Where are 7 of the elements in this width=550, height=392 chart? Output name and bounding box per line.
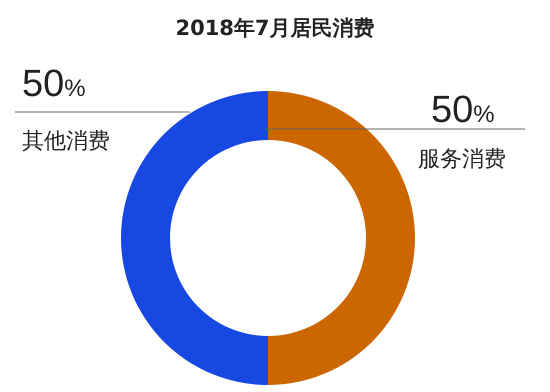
- slice-label: 服务消费: [418, 146, 506, 171]
- donut-slice: [268, 91, 415, 385]
- data-label: 50%: [22, 63, 86, 105]
- data-label: 50%: [431, 89, 495, 131]
- slice-label: 其他消费: [22, 128, 110, 153]
- donut-slice: [121, 91, 268, 385]
- chart-title: 2018年7月居民消费: [174, 15, 376, 42]
